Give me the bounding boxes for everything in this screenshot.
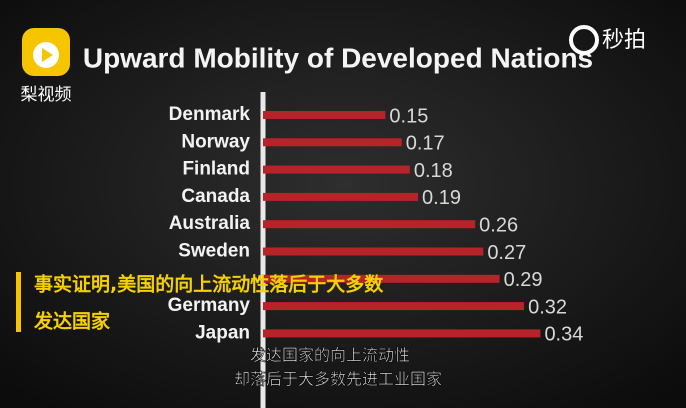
- value-label: 0.17: [406, 133, 445, 155]
- plot: Denmark 0.15 Norway 0.17 Finland 0.18 Canada 0.…: [168, 104, 584, 346]
- category-label: Japan: [195, 322, 250, 343]
- subtitle-line: 发达国家的向上流动性: [250, 346, 410, 365]
- value-label: 0.15: [389, 105, 428, 127]
- category-label: Canada: [181, 186, 250, 207]
- caption-bar: [16, 272, 21, 332]
- bar: [263, 165, 410, 174]
- watermark-text: 秒拍: [602, 28, 646, 53]
- value-label: 0.27: [487, 242, 526, 264]
- caption-line: 事实证明,美国的向上流动性落后于大多数: [34, 273, 384, 296]
- bar: [263, 274, 500, 283]
- watermark-icon: [569, 25, 599, 55]
- category-label: Sweden: [178, 241, 250, 262]
- logo-text: 梨视频: [21, 85, 72, 105]
- value-label: 0.32: [528, 296, 567, 318]
- value-label: 0.26: [479, 214, 518, 236]
- value-label: 0.29: [504, 269, 543, 291]
- category-label: Finland: [182, 159, 250, 180]
- bar: [263, 329, 541, 338]
- caption-line: 发达国家: [33, 310, 111, 333]
- bar: [263, 111, 386, 119]
- category-label: Denmark: [169, 104, 251, 125]
- bar: [263, 138, 402, 147]
- value-label: 0.19: [422, 187, 461, 209]
- bar: [263, 192, 419, 201]
- category-label: Norway: [181, 131, 250, 152]
- bar: [263, 247, 484, 256]
- chart-title: Upward Mobility of Developed Nations: [83, 42, 593, 73]
- bar: [263, 302, 525, 311]
- value-label: 0.18: [414, 160, 453, 182]
- category-label: Australia: [169, 213, 251, 234]
- logo-play: [42, 48, 53, 62]
- subtitle-line: 却落后于大多数先进工业国家: [234, 370, 442, 389]
- category-label: Germany: [168, 295, 251, 316]
- value-label: 0.34: [544, 324, 583, 346]
- bar: [263, 220, 476, 229]
